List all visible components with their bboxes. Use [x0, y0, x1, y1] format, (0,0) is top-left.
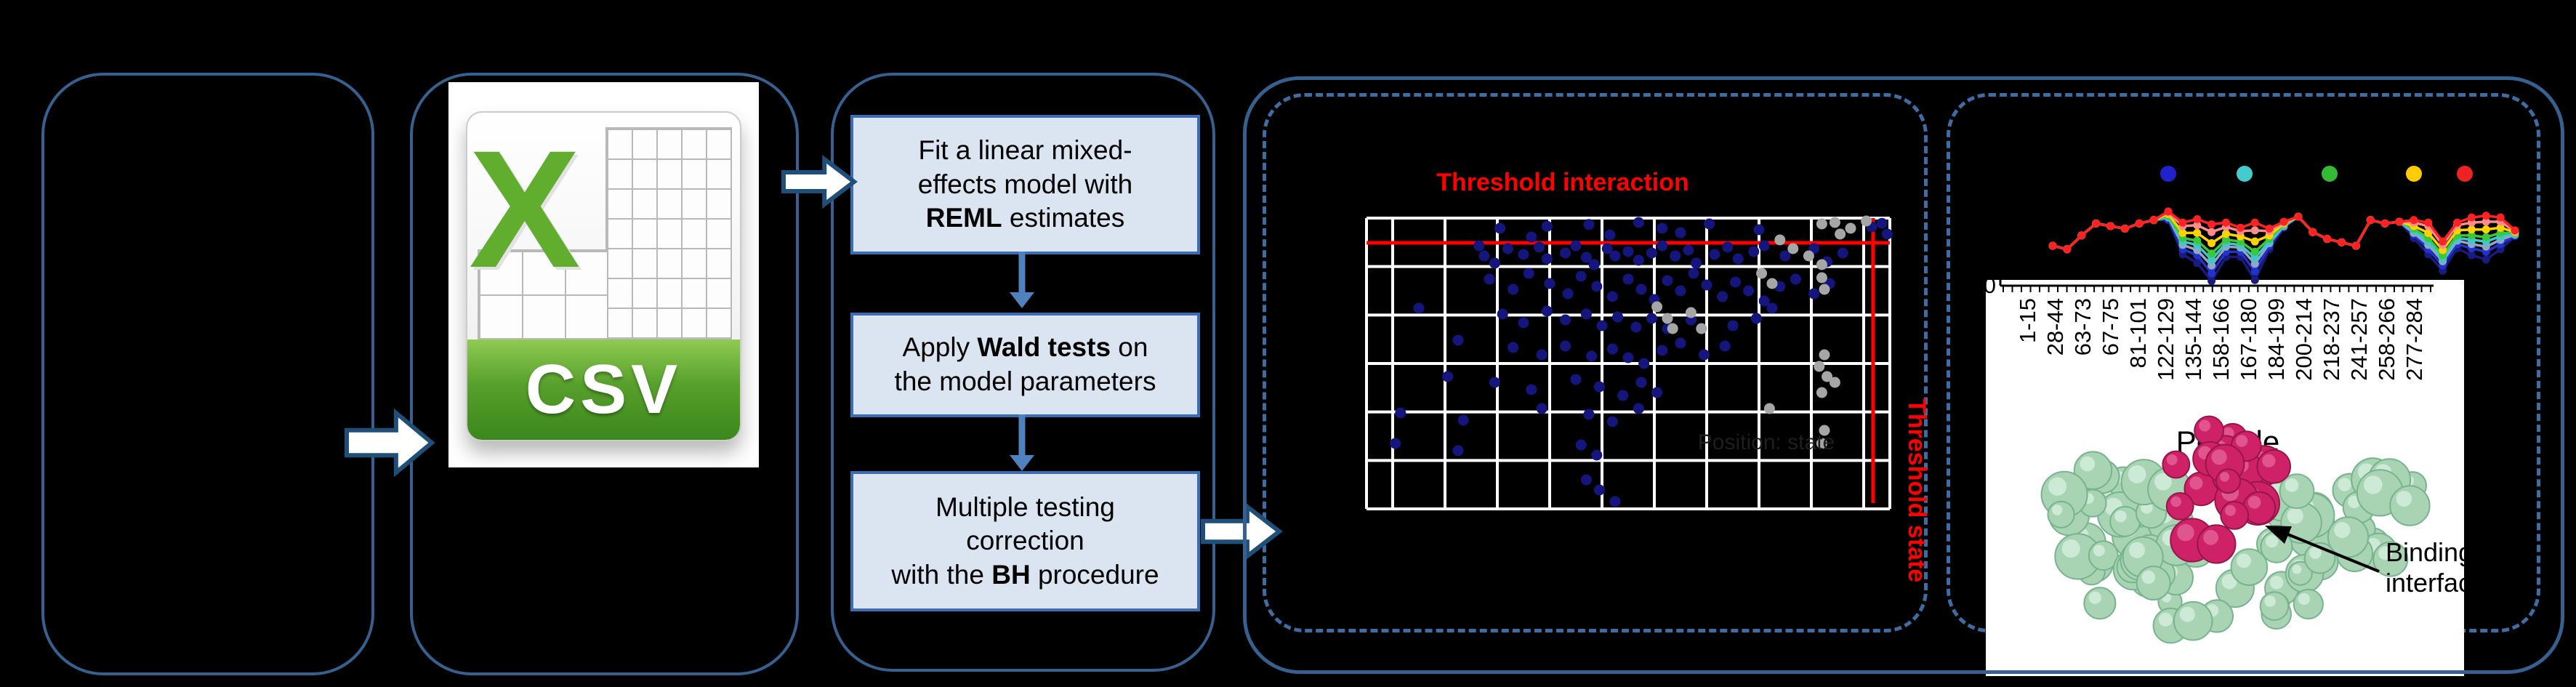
- csv-file-icon: X CSV: [466, 111, 741, 441]
- flow-box-text: with the: [891, 559, 992, 590]
- csv-label-band: CSV: [467, 340, 740, 440]
- flow-box-text: estimates: [1002, 203, 1125, 233]
- flow-box-text: REML: [925, 203, 1002, 233]
- spreadsheet-grid: [605, 127, 732, 340]
- flow-box-text: effects model with: [917, 169, 1133, 199]
- threshold-plot-panel: [1263, 93, 1928, 632]
- step-wald-tests: Apply Wald tests on the model parameters: [850, 313, 1200, 417]
- flow-box-text: Multiple testing: [935, 491, 1115, 522]
- flow-box-text: the model parameters: [894, 366, 1156, 396]
- flow-box-text: on: [1111, 332, 1148, 363]
- input-panel: [41, 73, 374, 675]
- flow-box-text: Fit a linear mixed-: [918, 135, 1132, 166]
- flow-box-text: Wald tests: [977, 332, 1111, 363]
- step-bh-correction: Multiple testing correction with the BH pr…: [850, 471, 1200, 611]
- flow-box-text: correction: [966, 526, 1084, 556]
- flow-box-text: BH: [991, 559, 1031, 590]
- flow-box-text: Apply: [902, 332, 978, 363]
- csv-label: CSV: [525, 350, 683, 428]
- spreadsheet-grid: [478, 249, 608, 340]
- step-fit-lmm: Fit a linear mixed-effects model with REM…: [850, 115, 1200, 254]
- excel-x-icon: X: [469, 116, 581, 302]
- csv-image-background: X CSV: [448, 82, 759, 467]
- flow-box-text: procedure: [1030, 559, 1159, 590]
- protein-image-background: [1986, 280, 2464, 676]
